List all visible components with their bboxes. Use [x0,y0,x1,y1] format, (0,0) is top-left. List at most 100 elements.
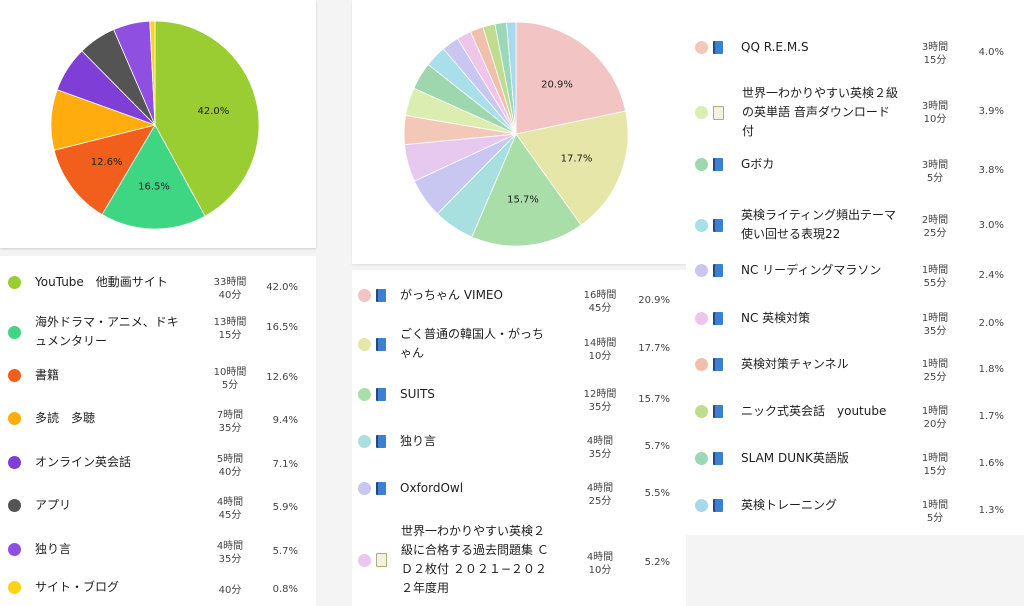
legend-label: 英検対策チャンネル [741,357,849,371]
legend-percent: 5.2% [644,557,670,568]
legend-label: 独り言 [35,542,72,556]
legend-time: 4時間 35分 [216,541,244,565]
legend-percent: 16.5% [266,322,298,333]
legend-item[interactable]: オンライン英会話 [8,453,190,472]
legend-time: 1時間 35分 [921,313,949,337]
legend-label: NC 英検対策 [741,311,811,325]
legend-item[interactable]: アプリ [8,496,190,515]
pie-slice [149,20,156,126]
legend-time: 1時間 55分 [921,265,949,289]
legend-item[interactable]: 世界一わかりやすい英検２級の英単語 音声ダウンロード付 [695,84,900,141]
book-icon [713,358,723,371]
legend-label: 世界一わかりやすい英検２級の英単語 音声ダウンロード付 [742,86,899,138]
legend-color-dot [358,388,371,401]
legend-time: 12時間 35分 [583,389,617,413]
legend-item[interactable]: 英検ライティング頻出テーマ使い回せる表現22 [695,206,899,244]
legend-color-dot [695,218,708,232]
legend-percent: 17.7% [638,343,670,354]
slice-data-label: 42.0% [198,106,230,117]
pie-slice [101,124,206,230]
legend-item[interactable]: ごく普通の韓国人・がっちゃん [358,325,555,363]
legend-percent: 15.7% [638,394,670,405]
legend-time: 3時間 10分 [921,101,949,125]
legend-item[interactable]: 多読 多聴 [8,409,190,428]
legend-label: 世界一わかりやすい英検２級に合格する過去問題集 ＣＤ２枚付 ２０２１−２０２２年… [401,524,549,595]
legend-item[interactable]: サイト・ブログ [8,578,190,597]
legend-item[interactable]: 英検トレーニング [695,496,899,515]
legend-color-dot [8,581,21,594]
legend-label: OxfordOwl [400,481,464,495]
legend-item[interactable]: SLAM DUNK英語版 [695,449,899,468]
legend-percent: 1.7% [978,411,1004,422]
legend-item[interactable]: 英検対策チャンネル [695,355,899,374]
legend-percent: 0.8% [272,584,298,595]
legend-label: SUITS [400,387,435,401]
legend-color-dot [358,337,371,351]
legend-item[interactable]: NC 英検対策 [695,309,899,328]
legend-percent: 2.0% [978,318,1004,329]
slice-data-label: 17.7% [561,154,593,165]
legend-color-dot [695,41,708,54]
legend-label: QQ R.E.M.S [741,40,809,54]
middle-pie-chart: 20.9% 17.7% 15.7% [403,21,629,247]
legend-time: 16時間 45分 [583,290,617,314]
legend-label: ニック式英会話 youtube [741,404,887,418]
legend-time: 4時間 45分 [216,497,244,521]
legend-label: 海外ドラマ・アニメ、ドキュメンタリー [35,315,179,348]
legend-percent: 9.4% [272,415,298,426]
book-icon [713,312,723,325]
legend-color-dot [695,499,708,512]
legend-label: YouTube 他動画サイト [35,275,168,289]
legend-label: がっちゃん VIMEO [400,288,503,302]
legend-color-dot [358,482,371,495]
legend-item[interactable]: 世界一わかりやすい英検２級に合格する過去問題集 ＣＤ２枚付 ２０２１−２０２２年… [358,522,556,598]
legend-item[interactable]: がっちゃん VIMEO [358,286,555,305]
legend-item[interactable]: ニック式英会話 youtube [695,402,899,421]
legend-item[interactable]: 独り言 [8,540,190,559]
legend-item[interactable]: QQ R.E.M.S [695,38,899,57]
left-legend-card [0,256,316,606]
legend-time: 1時間 15分 [921,453,949,477]
legend-time: 1時間 20分 [921,406,949,430]
legend-label: 英検トレーニング [741,498,838,512]
left-pie-chart: 42.0% 16.5% 12.6% [50,20,260,230]
book-icon [376,435,386,448]
legend-label: Gボカ [741,157,775,171]
right-legend-card [686,0,1024,535]
legend-percent: 5.7% [644,441,670,452]
legend-time: 1時間 5分 [921,500,949,524]
legend-item[interactable]: Gボカ [695,155,899,174]
legend-percent: 3.8% [978,165,1004,176]
book-cover-icon [376,553,387,567]
legend-time: 4時間 35分 [586,436,614,460]
legend-color-dot [695,158,708,171]
legend-item[interactable]: YouTube 他動画サイト [8,273,190,292]
legend-item[interactable]: 海外ドラマ・アニメ、ドキュメンタリー [8,313,190,351]
legend-percent: 7.1% [272,459,298,470]
book-icon [376,337,386,351]
book-icon [713,499,723,512]
legend-item[interactable]: NC リーディングマラソン [695,261,899,280]
legend-item[interactable]: SUITS [358,385,555,404]
pie-slice [471,133,582,247]
legend-item[interactable]: OxfordOwl [358,479,555,498]
legend-color-dot [8,412,21,425]
legend-color-dot [695,264,708,277]
legend-time: 4時間 25分 [586,483,614,507]
book-icon [713,264,723,277]
legend-color-dot [695,106,708,119]
legend-label: 独り言 [400,434,437,448]
book-icon [713,158,723,171]
legend-time: 3時間 15分 [921,42,949,66]
slice-data-label: 16.5% [138,181,170,192]
legend-percent: 4.0% [978,47,1004,58]
legend-item[interactable]: 書籍 [8,366,190,385]
legend-color-dot [695,452,708,465]
book-icon [713,41,723,54]
legend-color-dot [358,435,371,448]
legend-time: 1時間 25分 [921,359,949,383]
legend-label: SLAM DUNK英語版 [741,451,849,465]
legend-item[interactable]: 独り言 [358,432,555,451]
legend-color-dot [8,325,21,339]
legend-percent: 2.4% [978,270,1004,281]
